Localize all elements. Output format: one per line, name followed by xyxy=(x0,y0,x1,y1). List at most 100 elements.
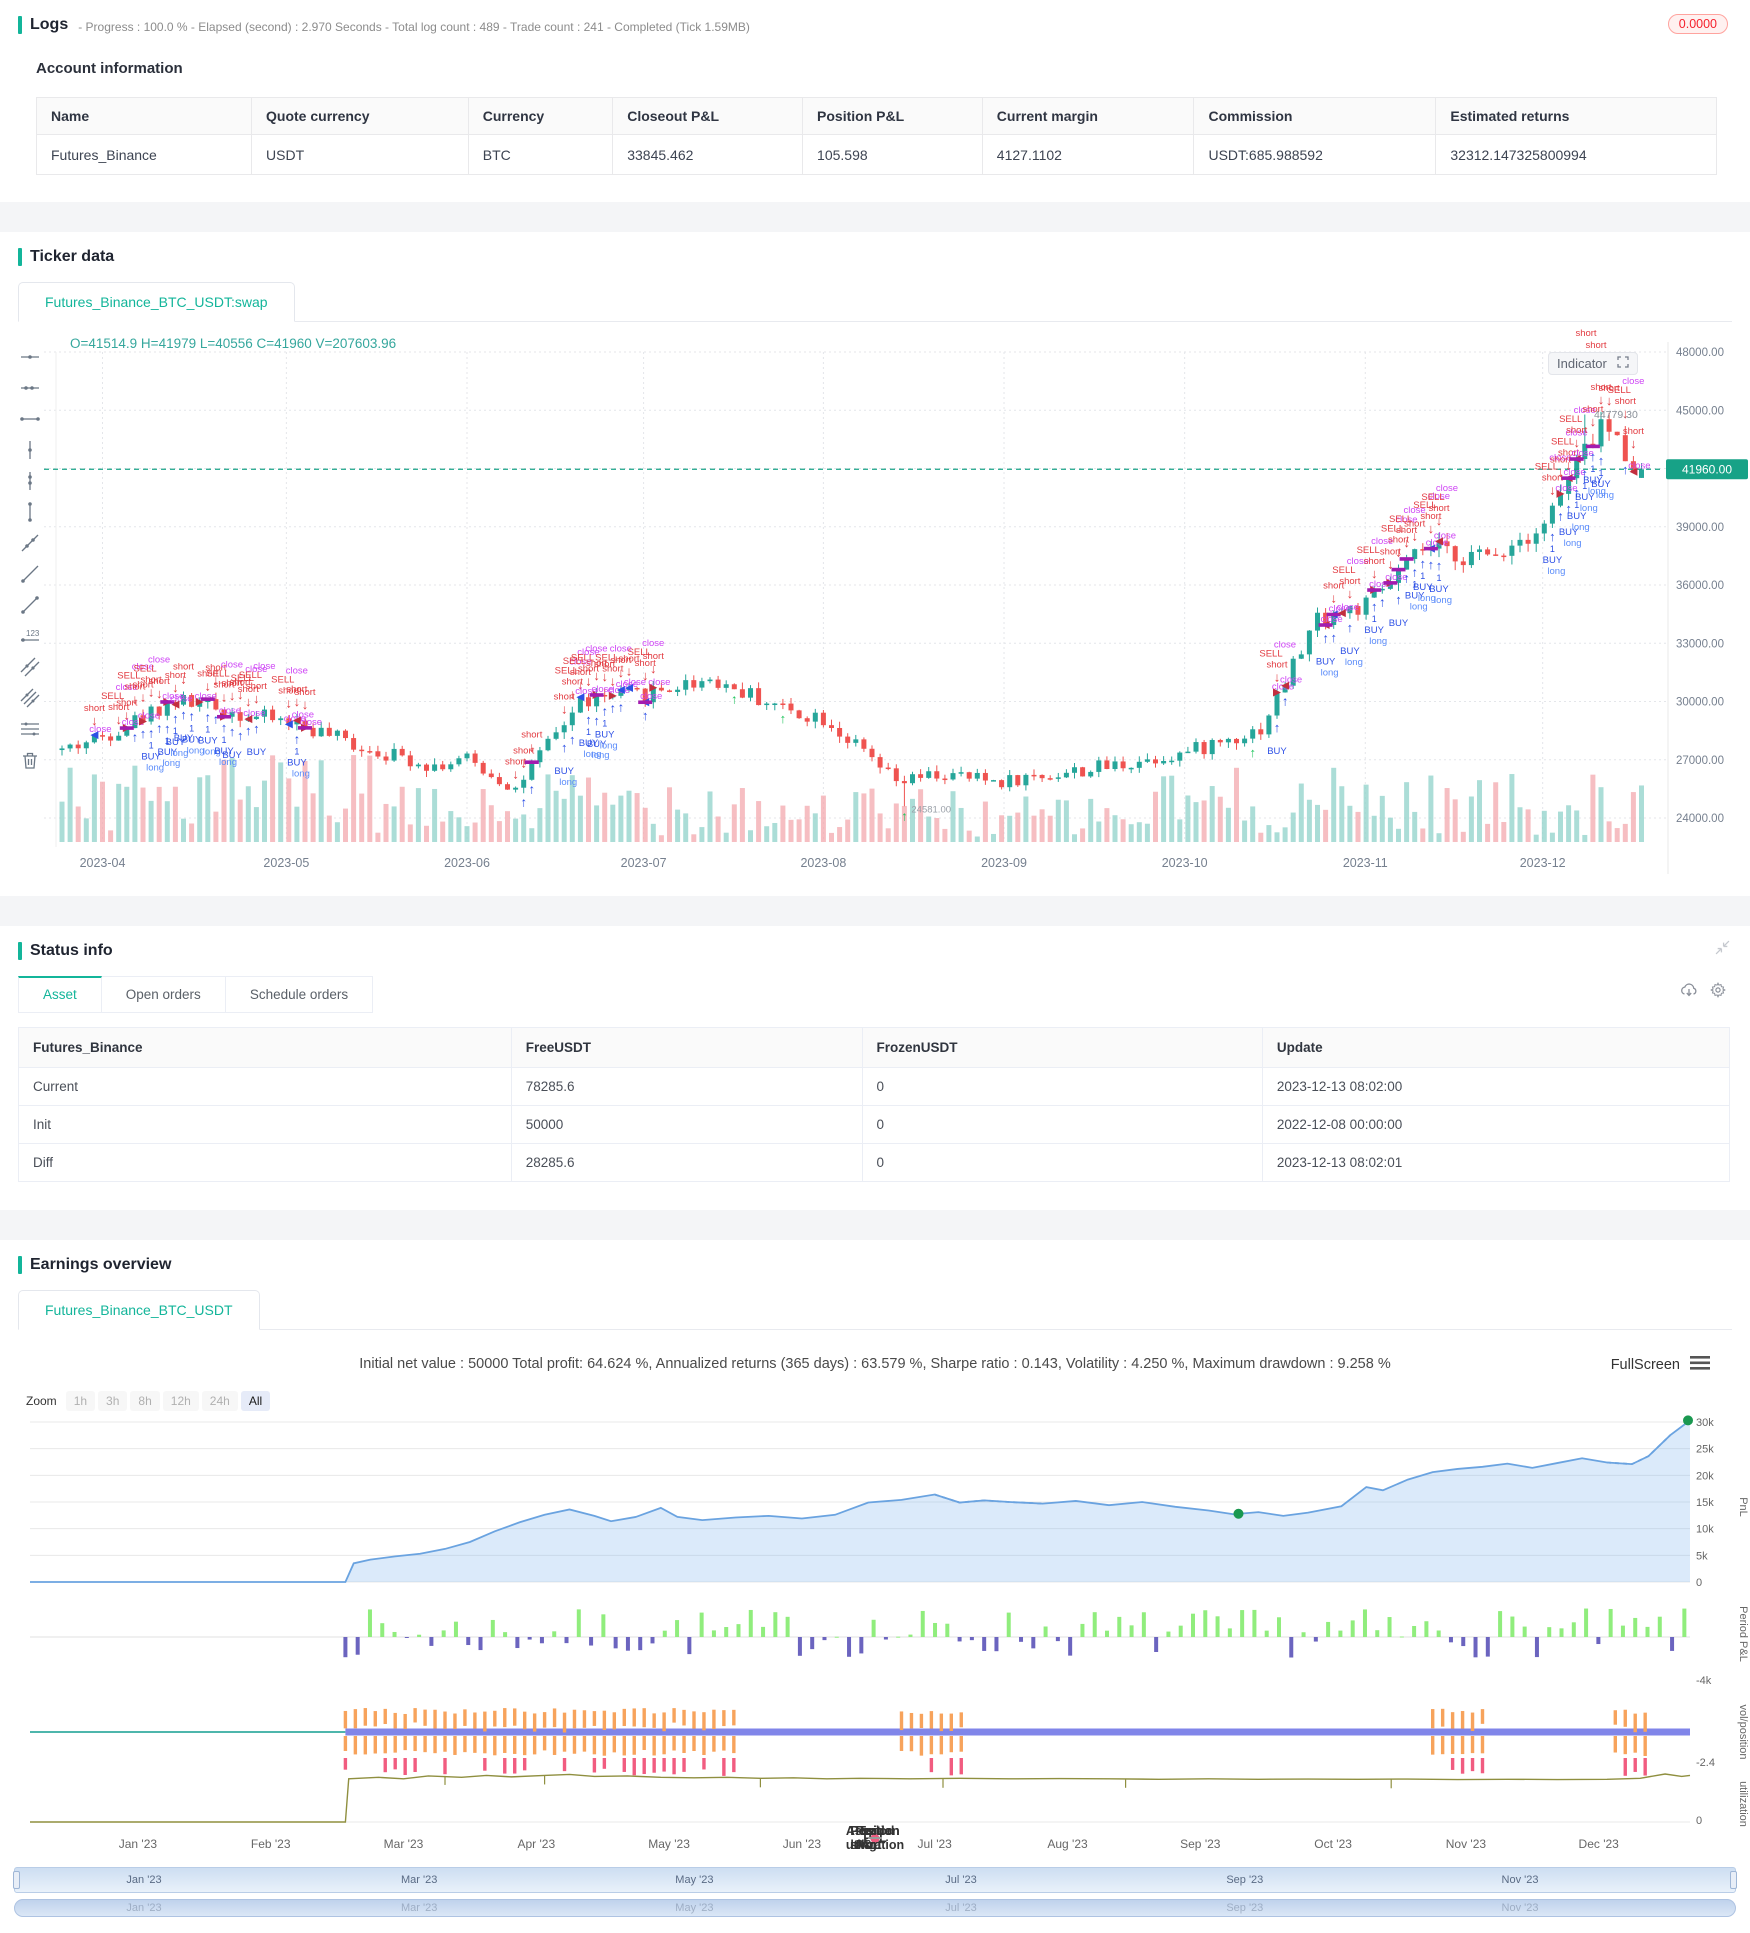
menu-icon[interactable] xyxy=(1690,1356,1710,1374)
svg-text:short: short xyxy=(1364,556,1385,567)
svg-text:↑: ↑ xyxy=(237,728,244,743)
svg-text:↑: ↑ xyxy=(1330,630,1337,645)
svg-text:close: close xyxy=(286,665,308,676)
status-cell: 0 xyxy=(861,1143,1263,1182)
svg-text:↑: ↑ xyxy=(1371,599,1378,614)
svg-text:48000.00: 48000.00 xyxy=(1676,347,1724,359)
section-accent-bar xyxy=(18,16,22,34)
svg-text:2023-05: 2023-05 xyxy=(263,856,309,870)
cloud-download-icon[interactable] xyxy=(1680,982,1698,1003)
svg-text:short: short xyxy=(618,654,639,665)
svg-text:close: close xyxy=(569,657,591,668)
horizontal-channel-icon[interactable] xyxy=(19,718,41,740)
svg-text:short: short xyxy=(1585,340,1606,351)
x-axis-label: Jan '23 xyxy=(118,1837,158,1851)
ray-line-icon[interactable] xyxy=(19,563,41,585)
horizontal-ray-icon[interactable] xyxy=(19,377,41,399)
status-cell: 78285.6 xyxy=(510,1067,863,1106)
zoom-button-8h[interactable]: 8h xyxy=(130,1391,160,1411)
tab-ticker-symbol[interactable]: Futures_Binance_BTC_USDT:swap xyxy=(18,282,295,322)
gear-icon[interactable] xyxy=(1710,982,1726,1003)
svg-text:↓: ↓ xyxy=(115,712,122,727)
svg-text:close: close xyxy=(592,684,614,695)
svg-text:2023-12: 2023-12 xyxy=(1520,856,1566,870)
svg-text:↓: ↓ xyxy=(245,694,252,709)
svg-text:↑: ↑ xyxy=(180,707,187,722)
zoom-button-24h[interactable]: 24h xyxy=(201,1391,238,1411)
svg-text:↓: ↓ xyxy=(1371,566,1378,581)
tab-open-orders[interactable]: Open orders xyxy=(101,976,226,1013)
svg-text:↓: ↓ xyxy=(148,684,155,699)
section-accent-bar xyxy=(18,248,22,266)
svg-text:close: close xyxy=(170,694,192,705)
svg-text:↑: ↑ xyxy=(156,721,163,736)
svg-text:close: close xyxy=(89,724,111,735)
zoom-button-12h[interactable]: 12h xyxy=(162,1391,199,1411)
svg-text:↑: ↑ xyxy=(601,703,608,718)
parallel-line-icon[interactable] xyxy=(19,656,41,678)
price-channel-icon[interactable] xyxy=(19,687,41,709)
status-cell[interactable]: Diff xyxy=(18,1143,512,1182)
table-row: Current 78285.6 0 2023-12-13 08:02:00 xyxy=(18,1067,1731,1106)
svg-text:SELL: SELL xyxy=(1413,500,1436,511)
straight-line-icon[interactable] xyxy=(19,532,41,554)
svg-text:short: short xyxy=(197,669,218,680)
kline-canvas[interactable]: 48000.0045000.0042000.0039000.0036000.00… xyxy=(0,322,1750,888)
navigator-handle-left[interactable] xyxy=(13,1871,20,1889)
zoom-button-1h[interactable]: 1h xyxy=(65,1391,96,1411)
navigator-handle-right[interactable] xyxy=(1730,1871,1737,1889)
svg-text:close: close xyxy=(1369,579,1391,590)
svg-text:↓: ↓ xyxy=(642,668,649,683)
indicator-button[interactable]: Indicator xyxy=(1548,352,1638,375)
svg-text:BUY: BUY xyxy=(1429,584,1449,595)
svg-text:41960.00: 41960.00 xyxy=(1682,462,1732,476)
vertical-ray-icon[interactable] xyxy=(19,470,41,492)
chart-scrollbar[interactable]: Jan '23 Mar '23 May '23 Jul '23 Sep '23 Nov '… xyxy=(14,1899,1736,1917)
navigator-label: Jan '23 xyxy=(126,1874,162,1886)
vertical-straight-line-icon[interactable] xyxy=(19,439,41,461)
horizontal-straight-line-icon[interactable] xyxy=(19,346,41,368)
svg-text:short: short xyxy=(1599,383,1620,394)
zoom-button-all[interactable]: All xyxy=(240,1391,271,1411)
svg-text:short: short xyxy=(132,680,153,691)
tab-earnings-symbol[interactable]: Futures_Binance_BTC_USDT xyxy=(18,1290,260,1330)
svg-text:↑: ↑ xyxy=(1347,620,1354,635)
navigator-label: Jul '23 xyxy=(945,1874,977,1886)
svg-text:BUY: BUY xyxy=(247,747,267,758)
status-cell[interactable]: Current xyxy=(18,1067,512,1106)
chart-navigator[interactable]: Jan '23 Mar '23 May '23 Jul '23 Sep '23 Nov '… xyxy=(13,1867,1737,1893)
tab-schedule-orders[interactable]: Schedule orders xyxy=(225,976,374,1013)
horizontal-segment-icon[interactable] xyxy=(19,408,41,430)
svg-text:BUY: BUY xyxy=(1591,479,1611,490)
svg-text:long: long xyxy=(1564,538,1582,549)
price-line-icon[interactable]: 123 xyxy=(19,625,41,647)
collapse-icon[interactable] xyxy=(1715,940,1730,960)
kline-chart[interactable]: 123 Indicator 48000.0045000.0042000.0039… xyxy=(0,322,1750,888)
status-cell[interactable]: Init xyxy=(18,1105,512,1144)
vertical-segment-icon[interactable] xyxy=(19,501,41,523)
earnings-card: Earnings overview Futures_Binance_BTC_US… xyxy=(0,1240,1750,1933)
expand-icon[interactable] xyxy=(1617,356,1629,371)
earnings-canvas[interactable]: 30k 25k 20k 15k 10k 5k 0 -4k -2.4 0 PnL Period P&L v… xyxy=(0,1412,1750,1832)
svg-text:short: short xyxy=(238,684,259,695)
svg-text:short: short xyxy=(124,682,145,693)
svg-text:↑: ↑ xyxy=(1379,595,1386,610)
fullscreen-button[interactable]: FullScreen xyxy=(1611,1356,1710,1374)
status-cell: 2023-12-13 08:02:01 xyxy=(1261,1143,1731,1182)
svg-text:short: short xyxy=(586,658,607,669)
svg-text:BUY: BUY xyxy=(1413,582,1433,593)
svg-text:short: short xyxy=(1380,547,1401,558)
svg-text:↓: ↓ xyxy=(180,671,187,686)
svg-text:↓: ↓ xyxy=(1549,483,1556,498)
svg-text:↑: ↑ xyxy=(1622,462,1629,477)
svg-text:↓: ↓ xyxy=(132,692,139,707)
svg-text:-2.4: -2.4 xyxy=(1696,1757,1715,1769)
segment-icon[interactable] xyxy=(19,594,41,616)
svg-text:0: 0 xyxy=(1696,1577,1702,1589)
remove-icon[interactable] xyxy=(19,749,41,771)
fullscreen-label: FullScreen xyxy=(1610,1357,1680,1373)
svg-text:↓: ↓ xyxy=(512,766,519,781)
svg-text:close: close xyxy=(245,664,267,675)
tab-asset[interactable]: Asset xyxy=(18,976,102,1013)
zoom-button-3h[interactable]: 3h xyxy=(98,1391,128,1411)
